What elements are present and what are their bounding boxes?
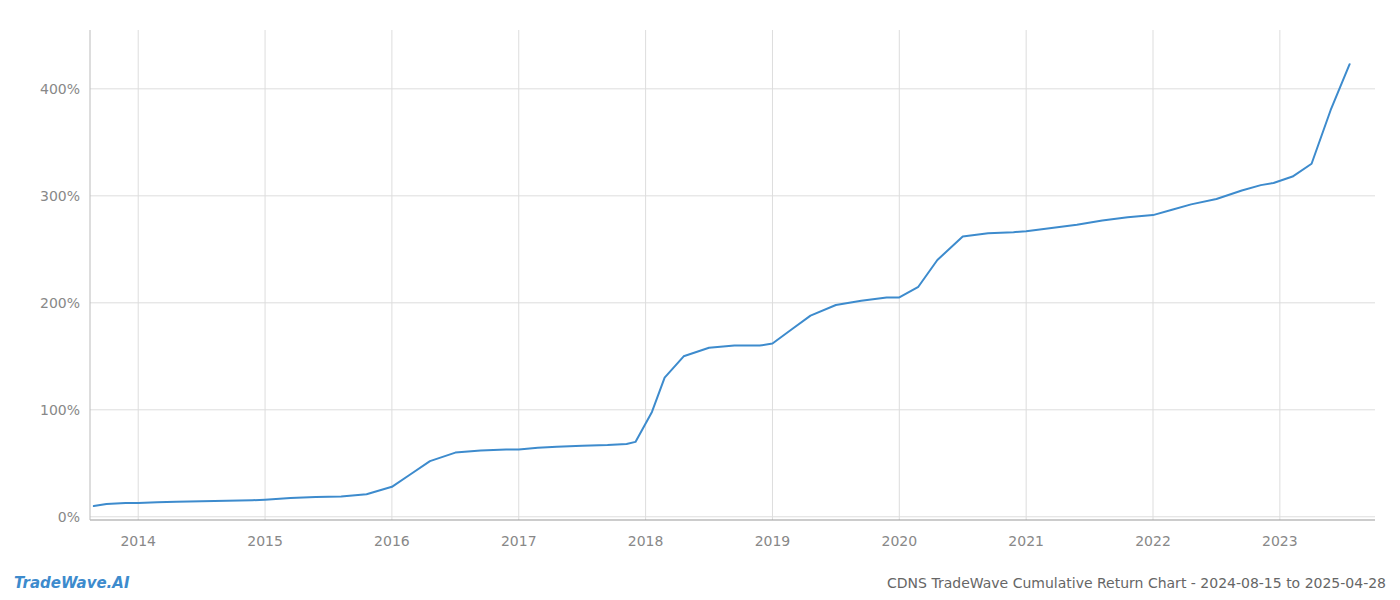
x-grid-line: [1026, 30, 1027, 520]
x-grid-line: [138, 30, 139, 520]
x-tick-label: 2023: [1262, 533, 1298, 549]
x-grid-line: [645, 30, 646, 520]
y-grid-line: [90, 302, 1375, 303]
x-tick-label: 2015: [247, 533, 283, 549]
y-grid-line: [90, 88, 1375, 89]
y-grid-line: [90, 195, 1375, 196]
x-tick-label: 2018: [628, 533, 664, 549]
x-tick-label: 2021: [1008, 533, 1044, 549]
x-tick-label: 2016: [374, 533, 410, 549]
x-grid-line: [265, 30, 266, 520]
y-axis-line: [90, 30, 91, 520]
x-tick-label: 2017: [501, 533, 537, 549]
x-tick-label: 2020: [881, 533, 917, 549]
line: [94, 64, 1350, 506]
x-grid-line: [518, 30, 519, 520]
x-grid-line: [1153, 30, 1154, 520]
x-tick-label: 2019: [755, 533, 791, 549]
title: CDNS TradeWave Cumulative Return Chart -…: [887, 575, 1386, 591]
x-grid-line: [1279, 30, 1280, 520]
x-tick-label: 2022: [1135, 533, 1171, 549]
y-grid-line: [90, 516, 1375, 517]
watermark: TradeWave.AI: [14, 574, 130, 592]
x-grid-line: [899, 30, 900, 520]
x-tick-label: 2014: [120, 533, 156, 549]
y-grid-line: [90, 409, 1375, 410]
y-tick-label: 0%: [58, 509, 80, 525]
x-grid-line: [772, 30, 773, 520]
x-axis-line: [90, 520, 1375, 521]
plot-area: [94, 64, 1350, 506]
y-tick-label: 200%: [40, 295, 80, 311]
grid: [90, 30, 1375, 520]
axes: 2014 2015 2016 2017 2018 2019 2020 2021 2022 2023…: [40, 30, 1375, 549]
y-tick-label: 100%: [40, 402, 80, 418]
y-tick-label: 300%: [40, 188, 80, 204]
chart: 2014 2015 2016 2017 2018 2019 2020 2021 2022 2023…: [0, 0, 1400, 600]
x-grid-line: [391, 30, 392, 520]
y-tick-label: 400%: [40, 81, 80, 97]
